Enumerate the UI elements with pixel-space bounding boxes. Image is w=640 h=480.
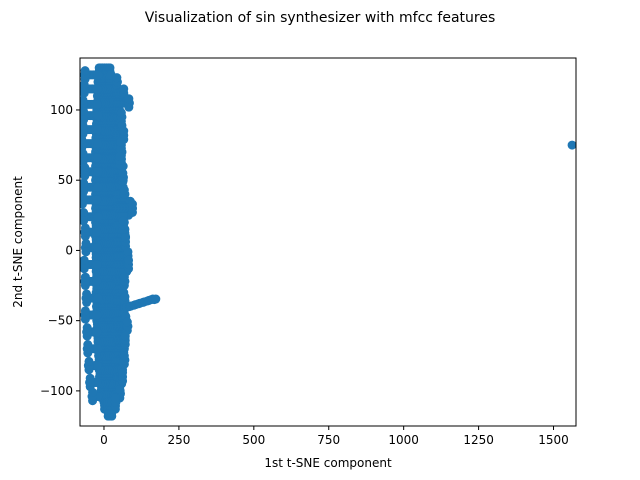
outlier-point — [567, 140, 576, 150]
scatter-point — [92, 153, 102, 163]
scatter-point — [92, 243, 102, 253]
scatter-point — [80, 208, 89, 217]
scatter-point — [93, 212, 103, 222]
scatter-point — [92, 327, 102, 337]
y-axis-label: 2nd t-SNE component — [11, 176, 25, 308]
scatter-point — [93, 293, 103, 303]
scatter-point — [80, 80, 89, 90]
y-tick-label: 50 — [58, 173, 73, 187]
x-tick-label: 1000 — [388, 433, 419, 447]
scatter-point — [92, 310, 102, 320]
scatter-point — [110, 393, 120, 403]
y-axis: −100 −50 0 50 100 — [40, 103, 80, 398]
scatter-point — [124, 255, 134, 265]
y-tick-label: 100 — [50, 103, 73, 117]
x-tick-label: 750 — [317, 433, 340, 447]
x-tick-label: 250 — [167, 433, 190, 447]
scatter-point — [80, 163, 90, 173]
scatter-point — [88, 387, 98, 397]
scatter-point — [118, 368, 128, 378]
scatter-points — [80, 63, 576, 421]
scatter-point — [93, 182, 103, 192]
scatter-point — [118, 168, 128, 178]
x-tick-label: 500 — [242, 433, 265, 447]
scatter-point — [120, 331, 130, 341]
scatter-point — [119, 272, 129, 282]
scatter-point — [119, 126, 129, 136]
scatter-point — [81, 238, 91, 248]
scatter-point — [80, 178, 89, 188]
scatter-point — [92, 227, 102, 237]
scatter-point — [124, 94, 134, 104]
x-axis: 0 250 500 750 1000 1250 1500 — [100, 426, 569, 447]
scatter-point — [116, 108, 126, 118]
scatter-point — [80, 95, 88, 105]
scatter-point — [82, 323, 92, 333]
x-tick-label: 1250 — [463, 433, 494, 447]
chart-title: Visualization of sin synthesizer with mf… — [145, 10, 496, 26]
scatter-point — [121, 233, 131, 243]
scatter-point — [80, 272, 90, 282]
scatter-point — [80, 134, 87, 144]
x-tick-label: 0 — [100, 433, 108, 447]
scatter-point — [122, 317, 132, 327]
scatter-point — [151, 294, 161, 304]
y-tick-label: −100 — [40, 384, 73, 398]
scatter-point — [123, 247, 133, 257]
plot-frame — [79, 57, 577, 427]
scatter-point — [92, 125, 102, 135]
scatter-point — [93, 70, 103, 80]
scatter-point — [80, 306, 90, 316]
scatter-point — [105, 63, 115, 73]
scatter-point — [92, 99, 102, 109]
scatter-point — [83, 340, 93, 350]
scatter-point — [116, 137, 126, 147]
x-tick-label: 1500 — [538, 433, 569, 447]
scatter-point — [80, 149, 88, 159]
scatter-point — [92, 377, 102, 387]
scatter-point — [92, 195, 102, 205]
scatter-point — [127, 199, 137, 209]
scatter-point — [92, 84, 102, 94]
scatter-point — [93, 111, 103, 121]
scatter-point — [119, 84, 129, 94]
scatter-point — [93, 167, 103, 177]
scatter-point — [82, 289, 92, 299]
scatter-point — [80, 191, 87, 201]
scatter-point — [92, 276, 102, 286]
scatter-point — [119, 185, 129, 195]
scatter-point — [80, 106, 89, 116]
scatter-point — [84, 356, 94, 366]
scatter-point — [120, 292, 130, 302]
scatter-point — [93, 139, 103, 149]
x-axis-label: 1st t-SNE component — [264, 456, 392, 470]
scatter-point — [80, 66, 90, 76]
scatter-point — [118, 216, 128, 226]
scatter-point — [85, 373, 95, 383]
scatter-point — [80, 120, 88, 130]
scatter-point — [115, 384, 125, 394]
scatter-point — [112, 73, 122, 83]
scatter-point — [80, 223, 90, 233]
scatter-point — [119, 351, 129, 361]
scatter-point — [92, 259, 102, 269]
scatter-point — [115, 151, 125, 161]
scatter-point — [93, 344, 103, 354]
y-tick-label: −50 — [48, 314, 73, 328]
scatter-point — [92, 361, 102, 371]
y-tick-label: 0 — [65, 243, 73, 257]
scatter-point — [80, 255, 89, 265]
